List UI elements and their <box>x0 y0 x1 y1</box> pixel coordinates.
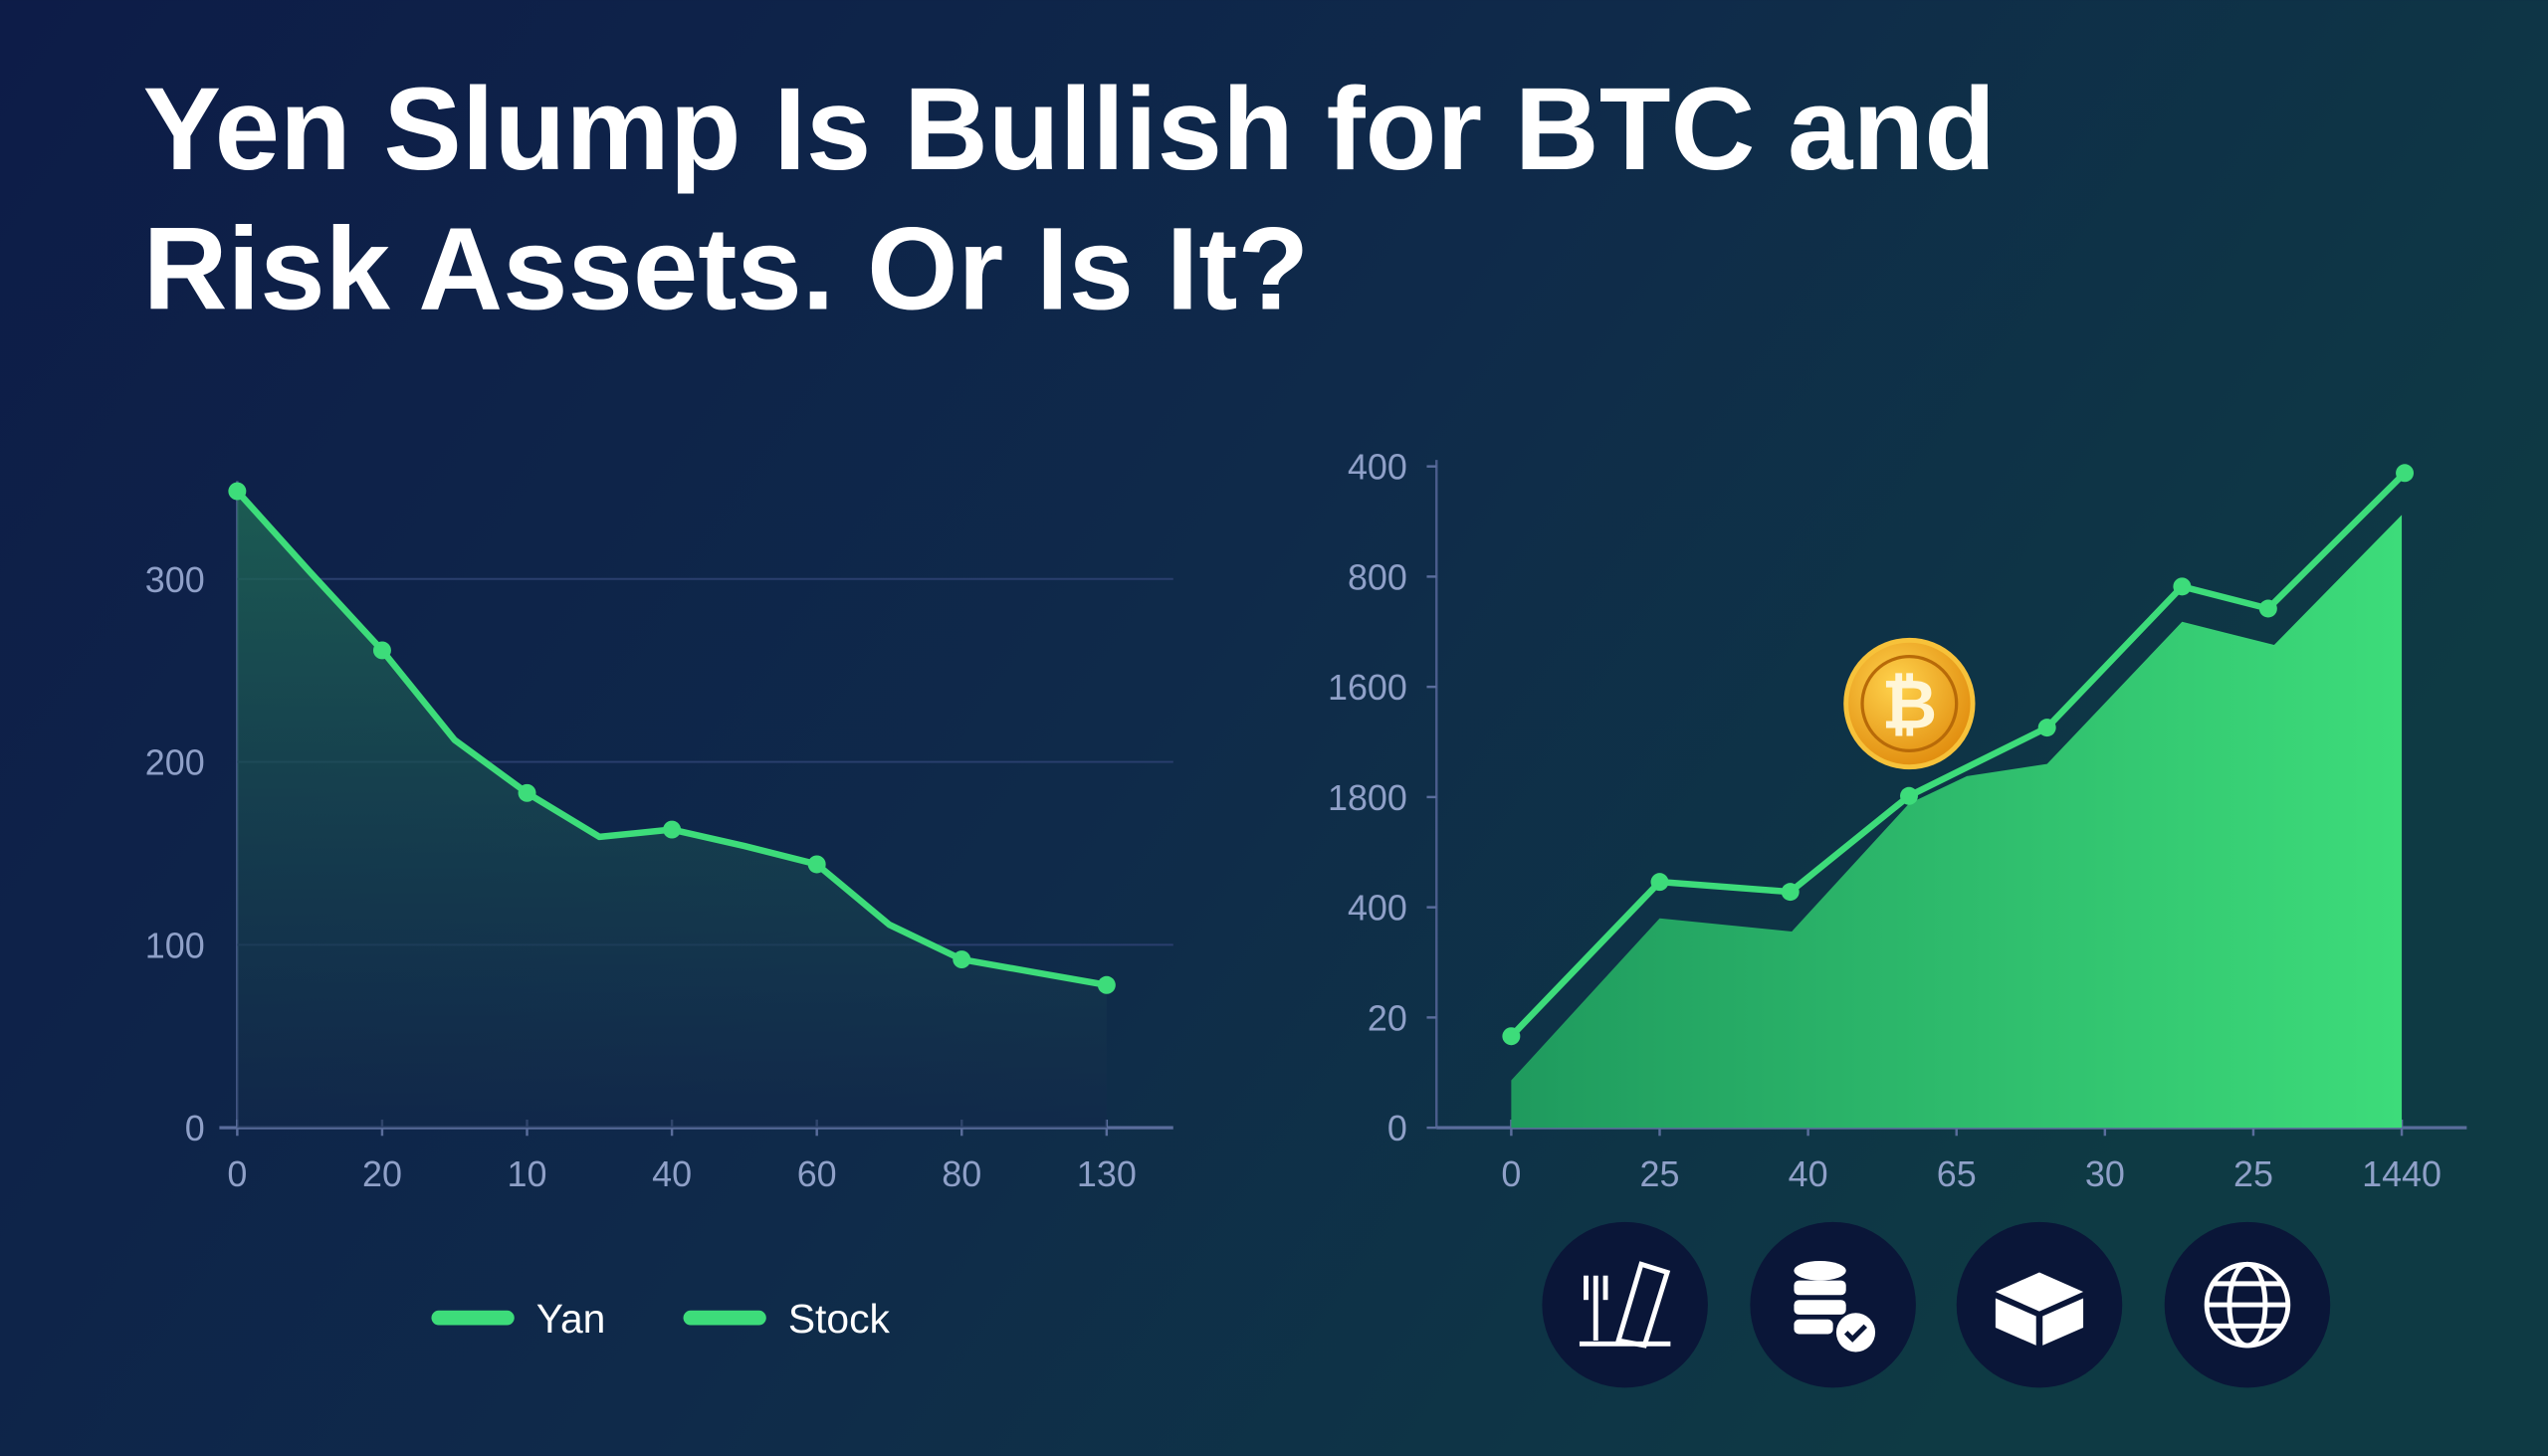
y-tick-label: 0 <box>185 1108 205 1148</box>
point <box>807 855 826 874</box>
point <box>2258 599 2277 618</box>
legend-label: Stock <box>788 1296 891 1342</box>
area <box>1511 515 2403 1129</box>
point <box>228 482 247 501</box>
y-tick-label: 1800 <box>1328 777 1407 818</box>
y-tick-label: 800 <box>1348 556 1407 597</box>
x-tick-label: 40 <box>652 1153 692 1194</box>
icon <box>1579 1261 1671 1349</box>
chart: 0 20 400 1800 1600 800 400 0 25 40 65 30 25 1440 ₿ <box>1328 447 2467 1194</box>
x-tick-label: 25 <box>2233 1153 2273 1194</box>
chart: 0 100 200 300 0 20 10 40 60 80 130 Yan Stock <box>145 481 1173 1342</box>
x-tick-label: 20 <box>362 1153 402 1194</box>
point <box>1650 873 1669 892</box>
y-tick-label: 20 <box>1368 997 1407 1038</box>
y-tick-label: 1600 <box>1328 667 1407 708</box>
x-tick-label: 60 <box>797 1153 837 1194</box>
coin-inner <box>1860 655 1959 752</box>
point <box>1502 1027 1521 1046</box>
y-tick-label: 100 <box>145 925 205 965</box>
x-tick-label: 130 <box>1077 1153 1137 1194</box>
point <box>2396 464 2415 483</box>
line <box>1509 470 2408 1039</box>
point <box>2037 719 2056 737</box>
y-tick-label: 400 <box>1348 888 1407 929</box>
point <box>372 641 391 660</box>
x-tick-label: 80 <box>942 1153 981 1194</box>
x-tick-label: 25 <box>1640 1153 1680 1194</box>
x-tick-label: 0 <box>1501 1153 1521 1194</box>
x-tick-label: 30 <box>2085 1153 2125 1194</box>
point <box>663 820 682 839</box>
point <box>1900 786 1918 805</box>
x-tick-label: 40 <box>1789 1153 1828 1194</box>
point <box>1781 883 1800 902</box>
legend-label: Yan <box>536 1296 606 1342</box>
x-tick-label: 10 <box>508 1153 547 1194</box>
y-tick-label: 0 <box>1387 1108 1407 1148</box>
x-tick-label: 0 <box>227 1153 247 1194</box>
point <box>2173 577 2192 596</box>
x-tick-label: 1440 <box>2362 1153 2442 1194</box>
icon <box>2204 1261 2291 1349</box>
coin <box>1843 637 1976 770</box>
point <box>518 783 536 802</box>
y-tick-label: 400 <box>1348 447 1407 488</box>
area <box>237 491 1107 1129</box>
icon <box>1794 1261 1876 1352</box>
x-tick-label: 65 <box>1937 1153 1977 1194</box>
title-line: Risk Assets. Or Is It? <box>143 203 1310 333</box>
icon-row <box>1542 1221 2331 1388</box>
y-tick-label: 200 <box>145 742 205 783</box>
y-tick-label: 300 <box>145 559 205 600</box>
coin-symbol: ₿ <box>1881 667 1937 743</box>
icon-circle <box>1542 1221 1708 1388</box>
title-line: Yen Slump Is Bullish for BTC and <box>143 64 1996 194</box>
point <box>953 950 971 969</box>
point <box>1097 975 1116 994</box>
